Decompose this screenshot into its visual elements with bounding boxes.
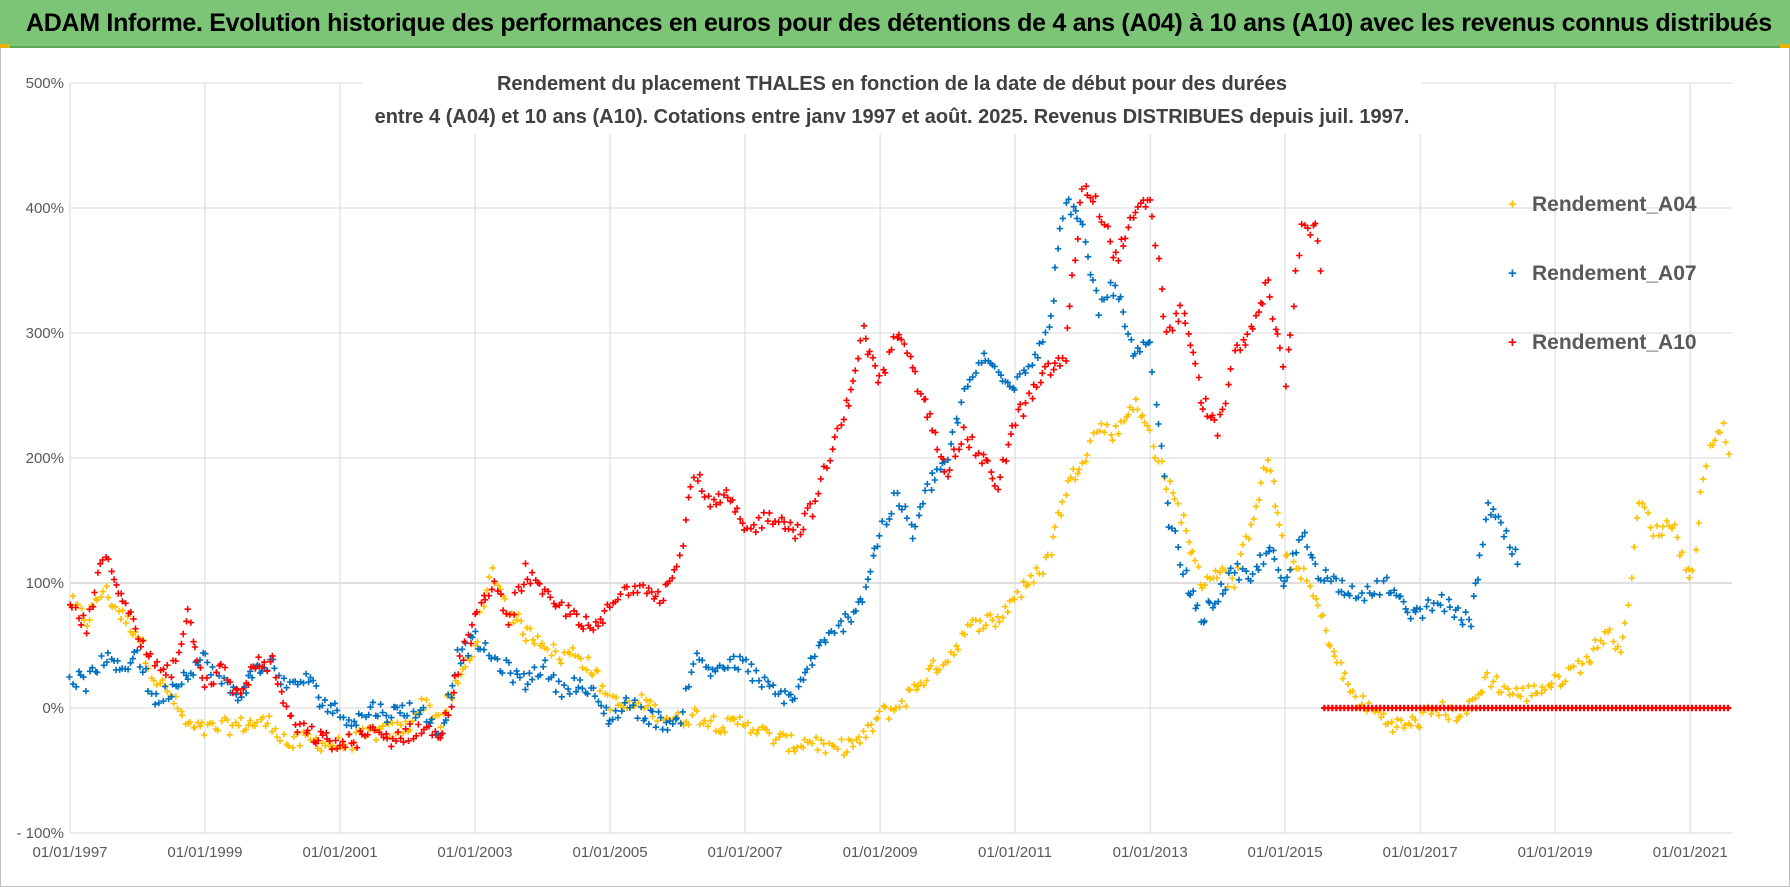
series-rendement-a04: [67, 396, 1733, 759]
x-tick-label: 01/01/2007: [707, 844, 782, 861]
x-tick-label: 01/01/2015: [1248, 844, 1323, 861]
series-rendement-a10: [67, 183, 1324, 753]
chart-title: Rendement du placement THALES en fonctio…: [362, 68, 1422, 134]
x-tick-label: 01/01/2003: [437, 844, 512, 861]
x-tick-label: 01/01/2009: [843, 844, 918, 861]
chart-title-line-1: Rendement du placement THALES en fonctio…: [496, 73, 1288, 95]
x-tick-label: 01/01/2005: [573, 844, 648, 861]
series-markers: [67, 183, 1324, 753]
legend-item-a10: + Rendement_A10: [1508, 308, 1697, 377]
y-tick-label: 300%: [26, 325, 64, 342]
chart-legend: + Rendement_A04 + Rendement_A07 + Rendem…: [1508, 170, 1697, 377]
banner-title: ADAM Informe. Evolution historique des p…: [26, 8, 1772, 37]
series-rendement-a10-flat: [1321, 704, 1732, 712]
legend-item-a07: + Rendement_A07: [1508, 239, 1697, 308]
x-tick-label: 01/01/2021: [1653, 844, 1728, 861]
y-tick-label: 400%: [26, 200, 64, 217]
x-tick-label: 01/01/2017: [1383, 844, 1458, 861]
x-tick-label: 01/01/1997: [32, 844, 107, 861]
chart-title-line-2: entre 4 (A04) et 10 ans (A10). Cotations…: [374, 106, 1410, 128]
legend-label-a04: Rendement_A04: [1532, 192, 1697, 216]
corner-mark-right: [1780, 44, 1790, 48]
series-markers: [66, 196, 1521, 739]
y-tick-label: 100%: [26, 575, 64, 592]
x-tick-label: 01/01/2019: [1518, 844, 1593, 861]
corner-mark-left: [0, 44, 10, 48]
legend-item-a04: + Rendement_A04: [1508, 170, 1697, 239]
series-markers: [1321, 704, 1732, 712]
x-tick-label: 01/01/2011: [978, 844, 1052, 861]
x-tick-label: 01/01/2013: [1113, 844, 1188, 861]
legend-label-a07: Rendement_A07: [1532, 261, 1697, 285]
series-markers: [67, 396, 1733, 759]
legend-marker-a04: +: [1508, 196, 1517, 213]
x-tick-label: 01/01/1999: [167, 844, 242, 861]
legend-label-a10: Rendement_A10: [1532, 330, 1697, 354]
legend-marker-a10: +: [1508, 334, 1517, 351]
y-tick-label: 500%: [26, 75, 64, 92]
series-rendement-a07: [66, 196, 1521, 739]
y-tick-label: - 100%: [16, 825, 64, 842]
legend-marker-a07: +: [1508, 265, 1517, 282]
x-tick-label: 01/01/2001: [302, 844, 377, 861]
y-tick-label: 0%: [42, 700, 64, 717]
y-tick-label: 200%: [26, 450, 64, 467]
header-banner: ADAM Informe. Evolution historique des p…: [0, 0, 1790, 48]
